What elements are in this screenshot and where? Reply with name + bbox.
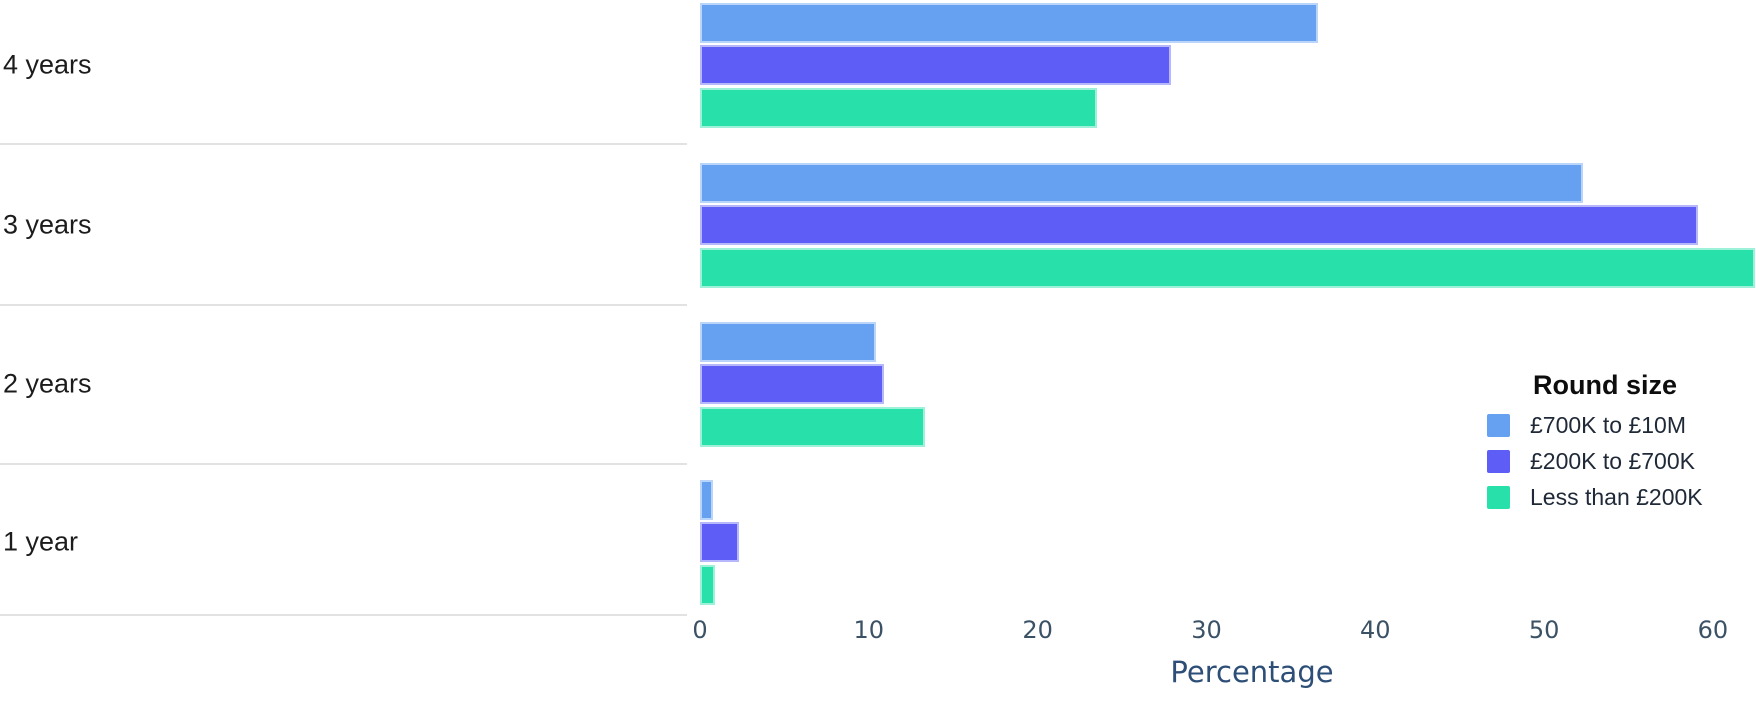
legend-title: Round size: [1533, 370, 1678, 400]
bar: [700, 87, 1097, 128]
bar: [700, 2, 1318, 43]
row-separator: [0, 463, 687, 465]
bar: [700, 564, 716, 605]
x-tick-label: 50: [1528, 616, 1560, 644]
row-separator: [0, 304, 687, 306]
x-tick-label: 30: [1191, 616, 1222, 644]
category-label: 1 year: [3, 526, 79, 557]
legend-item: £200K to £700K: [1487, 448, 1703, 474]
bar: [700, 321, 876, 362]
row-separator: [0, 614, 687, 616]
legend-items: £700K to £10M £200K to £700K Less than £20…: [1487, 412, 1703, 510]
category-label: 4 years: [3, 49, 92, 80]
bar: [700, 364, 885, 404]
x-tick-label: 10: [853, 616, 885, 644]
row-separator: [0, 143, 687, 145]
legend: Round size £700K to £10M £200K to £700K Le…: [1487, 370, 1703, 510]
bar: [700, 522, 739, 562]
legend-swatch-icon: [1487, 414, 1510, 437]
x-axis-title: Percentage: [1170, 655, 1334, 689]
legend-item: £700K to £10M: [1487, 412, 1703, 438]
legend-item-label: £200K to £700K: [1530, 448, 1695, 474]
bar: [700, 205, 1698, 245]
bar: [700, 247, 1756, 288]
bar: [700, 406, 925, 447]
legend-item: Less than £200K: [1487, 484, 1703, 510]
category-label: 2 years: [3, 368, 92, 399]
bar: [700, 479, 713, 520]
x-tick-label: 0: [692, 616, 708, 644]
x-tick-label: 20: [1022, 616, 1053, 644]
legend-swatch-icon: [1487, 486, 1510, 509]
category-label: 3 years: [3, 209, 92, 240]
x-tick-label: 60: [1697, 616, 1729, 644]
bar: [700, 162, 1583, 203]
x-tick-label: 40: [1360, 616, 1391, 644]
bar: [700, 45, 1172, 85]
legend-swatch-icon: [1487, 450, 1510, 473]
legend-item-label: Less than £200K: [1530, 484, 1703, 510]
legend-item-label: £700K to £10M: [1530, 412, 1687, 438]
